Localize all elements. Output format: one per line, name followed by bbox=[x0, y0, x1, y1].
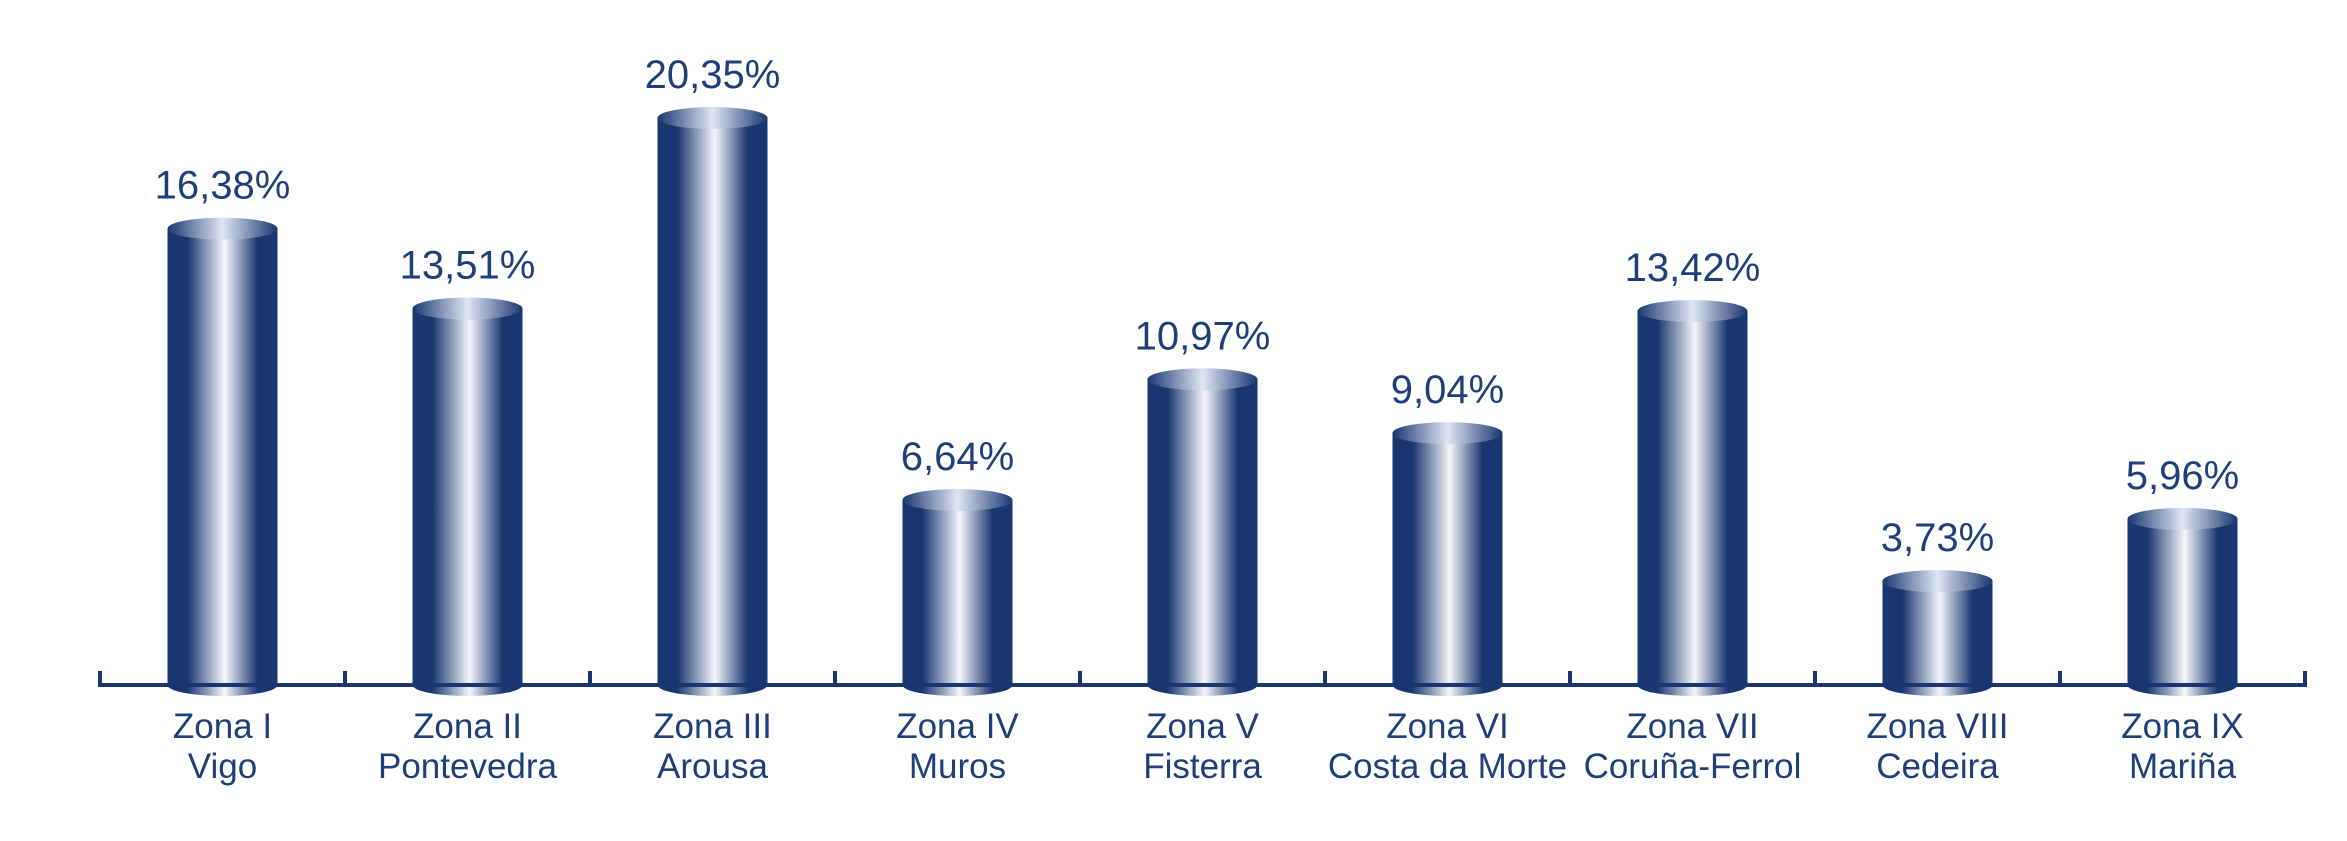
category-label-zone: Zona II bbox=[413, 707, 522, 746]
value-label: 9,04% bbox=[1391, 368, 1504, 412]
bar-body bbox=[412, 308, 523, 696]
value-label: 20,35% bbox=[645, 53, 781, 97]
category-label-place: Mariña bbox=[2129, 747, 2237, 786]
bar-top bbox=[412, 297, 523, 320]
value-label: 3,73% bbox=[1881, 516, 1994, 560]
bar bbox=[902, 488, 1013, 696]
bar-top bbox=[2127, 507, 2238, 530]
bar bbox=[2127, 507, 2238, 696]
category-label-zone: Zona VI bbox=[1386, 707, 1509, 746]
bar-top bbox=[902, 488, 1013, 511]
value-label: 13,51% bbox=[400, 244, 536, 288]
value-label: 10,97% bbox=[1135, 314, 1271, 358]
bar-top bbox=[167, 217, 278, 240]
bar-top bbox=[1882, 570, 1993, 593]
bar-body bbox=[1147, 379, 1258, 696]
category-label-place: Costa da Morte bbox=[1328, 747, 1567, 786]
bar bbox=[1147, 368, 1258, 696]
bar-top bbox=[1392, 422, 1503, 445]
bar bbox=[657, 107, 768, 696]
category-label-place: Pontevedra bbox=[378, 747, 558, 786]
bar-top bbox=[1147, 368, 1258, 391]
value-label: 13,42% bbox=[1625, 246, 1761, 290]
bar bbox=[1637, 300, 1748, 696]
x-axis bbox=[98, 671, 2307, 687]
bar bbox=[167, 217, 278, 696]
bar-body bbox=[1392, 433, 1503, 696]
bar-body bbox=[2127, 518, 2238, 696]
bar bbox=[1392, 422, 1503, 696]
bar-body bbox=[657, 118, 768, 696]
bar-top bbox=[1637, 300, 1748, 323]
category-label-zone: Zona VII bbox=[1626, 707, 1758, 746]
category-label-place: Fisterra bbox=[1143, 747, 1262, 786]
value-label: 5,96% bbox=[2126, 454, 2239, 498]
bar-body bbox=[1882, 581, 1993, 696]
bars-layer bbox=[167, 107, 2238, 696]
value-label: 6,64% bbox=[901, 435, 1014, 479]
bar-body bbox=[1637, 311, 1748, 696]
bar bbox=[412, 297, 523, 696]
category-label-zone: Zona IV bbox=[896, 707, 1019, 746]
category-label-place: Coruña-Ferrol bbox=[1584, 747, 1802, 786]
category-label-zone: Zona V bbox=[1146, 707, 1259, 746]
category-label-zone: Zona III bbox=[653, 707, 772, 746]
category-label-zone: Zona VIII bbox=[1866, 707, 2008, 746]
value-label: 16,38% bbox=[155, 164, 291, 208]
bar bbox=[1882, 570, 1993, 696]
bar-body bbox=[167, 228, 278, 696]
bar-body bbox=[902, 499, 1013, 696]
category-label-zone: Zona I bbox=[173, 707, 272, 746]
category-label-place: Arousa bbox=[657, 747, 768, 786]
category-label-place: Muros bbox=[909, 747, 1006, 786]
bar-top bbox=[657, 107, 768, 129]
category-label-zone: Zona IX bbox=[2121, 707, 2244, 746]
category-label-place: Vigo bbox=[188, 747, 257, 786]
category-label-place: Cedeira bbox=[1876, 747, 1999, 786]
